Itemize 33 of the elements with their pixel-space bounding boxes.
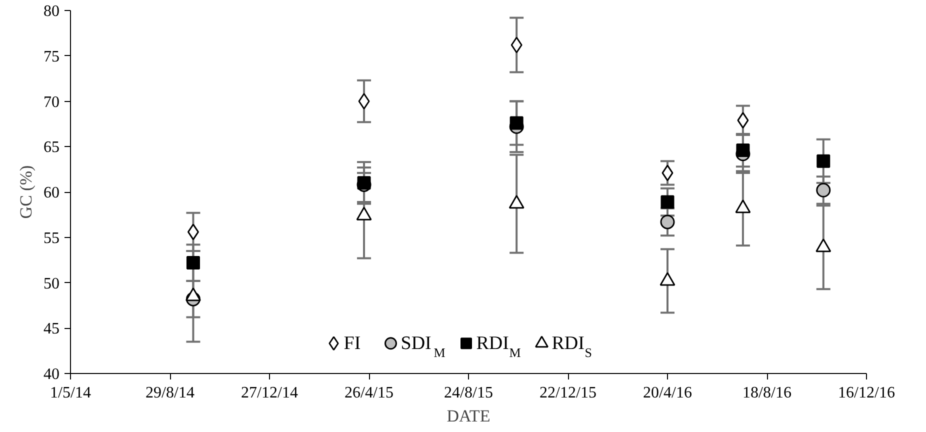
y-tick-label: 45: [44, 320, 60, 338]
y-tick-label: 55: [44, 230, 60, 247]
point: [737, 112, 749, 129]
point: [510, 116, 524, 130]
point: [736, 144, 750, 158]
point: [660, 214, 675, 230]
point: [510, 36, 522, 54]
x-tick-label: 1/5/14: [50, 384, 91, 402]
y-tick-label: 80: [44, 3, 60, 20]
legend-label: FI: [344, 332, 361, 354]
y-tick-label: 75: [44, 48, 60, 66]
x-tick-label: 22/12/15: [540, 384, 596, 402]
point: [816, 182, 831, 198]
y-tick-label: 50: [44, 275, 60, 292]
y-tick-label: 65: [44, 139, 60, 156]
x-tick-label: 26/4/15: [344, 384, 394, 402]
point: [662, 164, 674, 182]
y-tick-label: 40: [44, 366, 60, 383]
x-tick-label: 29/8/14: [146, 384, 194, 402]
x-tick-label: 16/12/16: [838, 384, 895, 402]
x-tick-label: 20/4/16: [643, 384, 692, 402]
x-tick-label: 27/12/14: [241, 384, 298, 402]
point: [186, 256, 200, 270]
point: [187, 224, 199, 240]
point: [358, 93, 370, 110]
point: [816, 154, 830, 168]
x-axis-title: DATE: [446, 406, 490, 426]
x-tick-label: 24/8/15: [444, 384, 493, 402]
y-axis-title: GC (%): [16, 165, 36, 219]
y-tick-label: 70: [44, 94, 60, 111]
point: [660, 195, 674, 209]
x-tick-label: 18/8/16: [742, 384, 792, 402]
y-tick-label: 60: [44, 184, 60, 202]
